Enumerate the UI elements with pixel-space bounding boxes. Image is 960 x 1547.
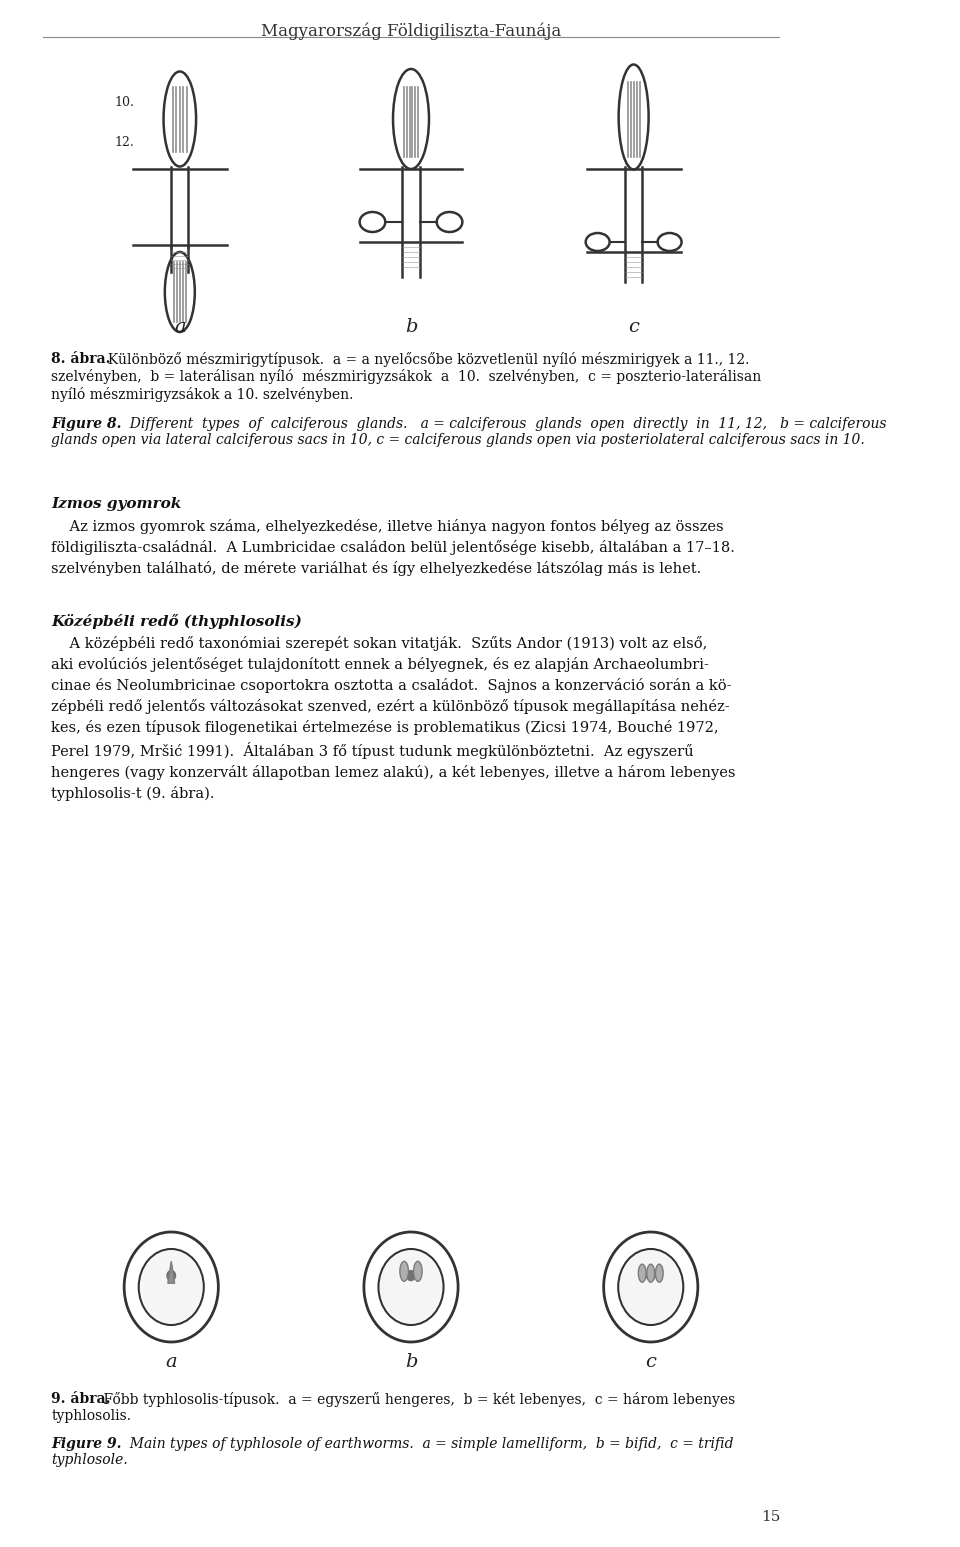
Ellipse shape <box>400 1261 408 1281</box>
Text: b: b <box>405 1354 418 1371</box>
Text: Magyarország Földigiliszta-Faunája: Magyarország Földigiliszta-Faunája <box>261 22 562 40</box>
Text: 9. ábra.: 9. ábra. <box>52 1392 110 1406</box>
Text: 8. ábra.: 8. ábra. <box>52 353 110 367</box>
Text: 15: 15 <box>761 1510 780 1524</box>
Circle shape <box>620 1252 682 1323</box>
Text: Different  types  of  calciferous  glands.   a = calciferous  glands  open  dire: Different types of calciferous glands. a… <box>52 418 887 447</box>
Polygon shape <box>168 1261 175 1282</box>
Text: Main types of typhlosole of earthworms.  a = simple lamelliform,  b = bifid,  c : Main types of typhlosole of earthworms. … <box>52 1437 733 1467</box>
Text: a: a <box>174 319 185 336</box>
Text: c: c <box>645 1354 657 1371</box>
Text: 12.: 12. <box>114 136 134 149</box>
Ellipse shape <box>414 1261 422 1281</box>
Ellipse shape <box>647 1264 655 1282</box>
Text: b: b <box>405 319 418 336</box>
Text: Különböző mészmirigytípusok.  a = a nyelőcsőbe közvetlenül nyíló mészmirigyek a : Különböző mészmirigytípusok. a = a nyelő… <box>52 353 761 402</box>
Circle shape <box>646 1270 655 1281</box>
Text: 10.: 10. <box>114 96 134 108</box>
Text: Figure 9.: Figure 9. <box>52 1437 122 1451</box>
Text: Főbb typhlosolis-típusok.  a = egyszerű hengeres,  b = két lebenyes,  c = három : Főbb typhlosolis-típusok. a = egyszerű h… <box>52 1392 735 1423</box>
Circle shape <box>380 1252 442 1323</box>
Ellipse shape <box>638 1264 646 1282</box>
Circle shape <box>140 1252 203 1323</box>
Text: Az izmos gyomrok száma, elhelyezkedése, illetve hiánya nagyon fontos bélyeg az ö: Az izmos gyomrok száma, elhelyezkedése, … <box>52 518 735 575</box>
Text: c: c <box>628 319 639 336</box>
Text: Középbéli redő (thyphlosolis): Középbéli redő (thyphlosolis) <box>52 614 302 630</box>
Circle shape <box>407 1270 416 1281</box>
Text: Izmos gyomrok: Izmos gyomrok <box>52 497 181 511</box>
Text: a: a <box>165 1354 177 1371</box>
Circle shape <box>167 1270 176 1281</box>
Text: A középbéli redő taxonómiai szerepét sokan vitatják.  Szűts Andor (1913) volt az: A középbéli redő taxonómiai szerepét sok… <box>52 636 736 801</box>
Text: Figure 8.: Figure 8. <box>52 418 122 432</box>
Ellipse shape <box>656 1264 663 1282</box>
